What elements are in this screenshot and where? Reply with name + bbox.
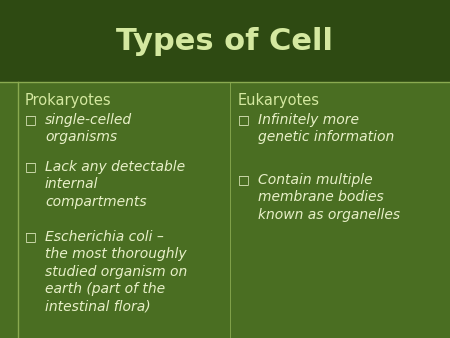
Text: Eukaryotes: Eukaryotes xyxy=(238,93,320,108)
Bar xyxy=(0,0,450,82)
Text: Escherichia coli –
the most thoroughly
studied organism on
earth (part of the
in: Escherichia coli – the most thoroughly s… xyxy=(45,230,187,313)
Text: □: □ xyxy=(238,173,250,186)
Text: Lack any detectable
internal
compartments: Lack any detectable internal compartment… xyxy=(45,160,185,209)
Bar xyxy=(0,82,450,338)
Text: □: □ xyxy=(25,113,37,126)
Text: Infinitely more
genetic information: Infinitely more genetic information xyxy=(258,113,394,144)
Text: single-celled
organisms: single-celled organisms xyxy=(45,113,132,144)
Text: □: □ xyxy=(25,160,37,173)
Text: □: □ xyxy=(238,113,250,126)
Text: Types of Cell: Types of Cell xyxy=(117,26,333,55)
Text: Contain multiple
membrane bodies
known as organelles: Contain multiple membrane bodies known a… xyxy=(258,173,400,222)
Text: Prokaryotes: Prokaryotes xyxy=(25,93,112,108)
Text: □: □ xyxy=(25,230,37,243)
